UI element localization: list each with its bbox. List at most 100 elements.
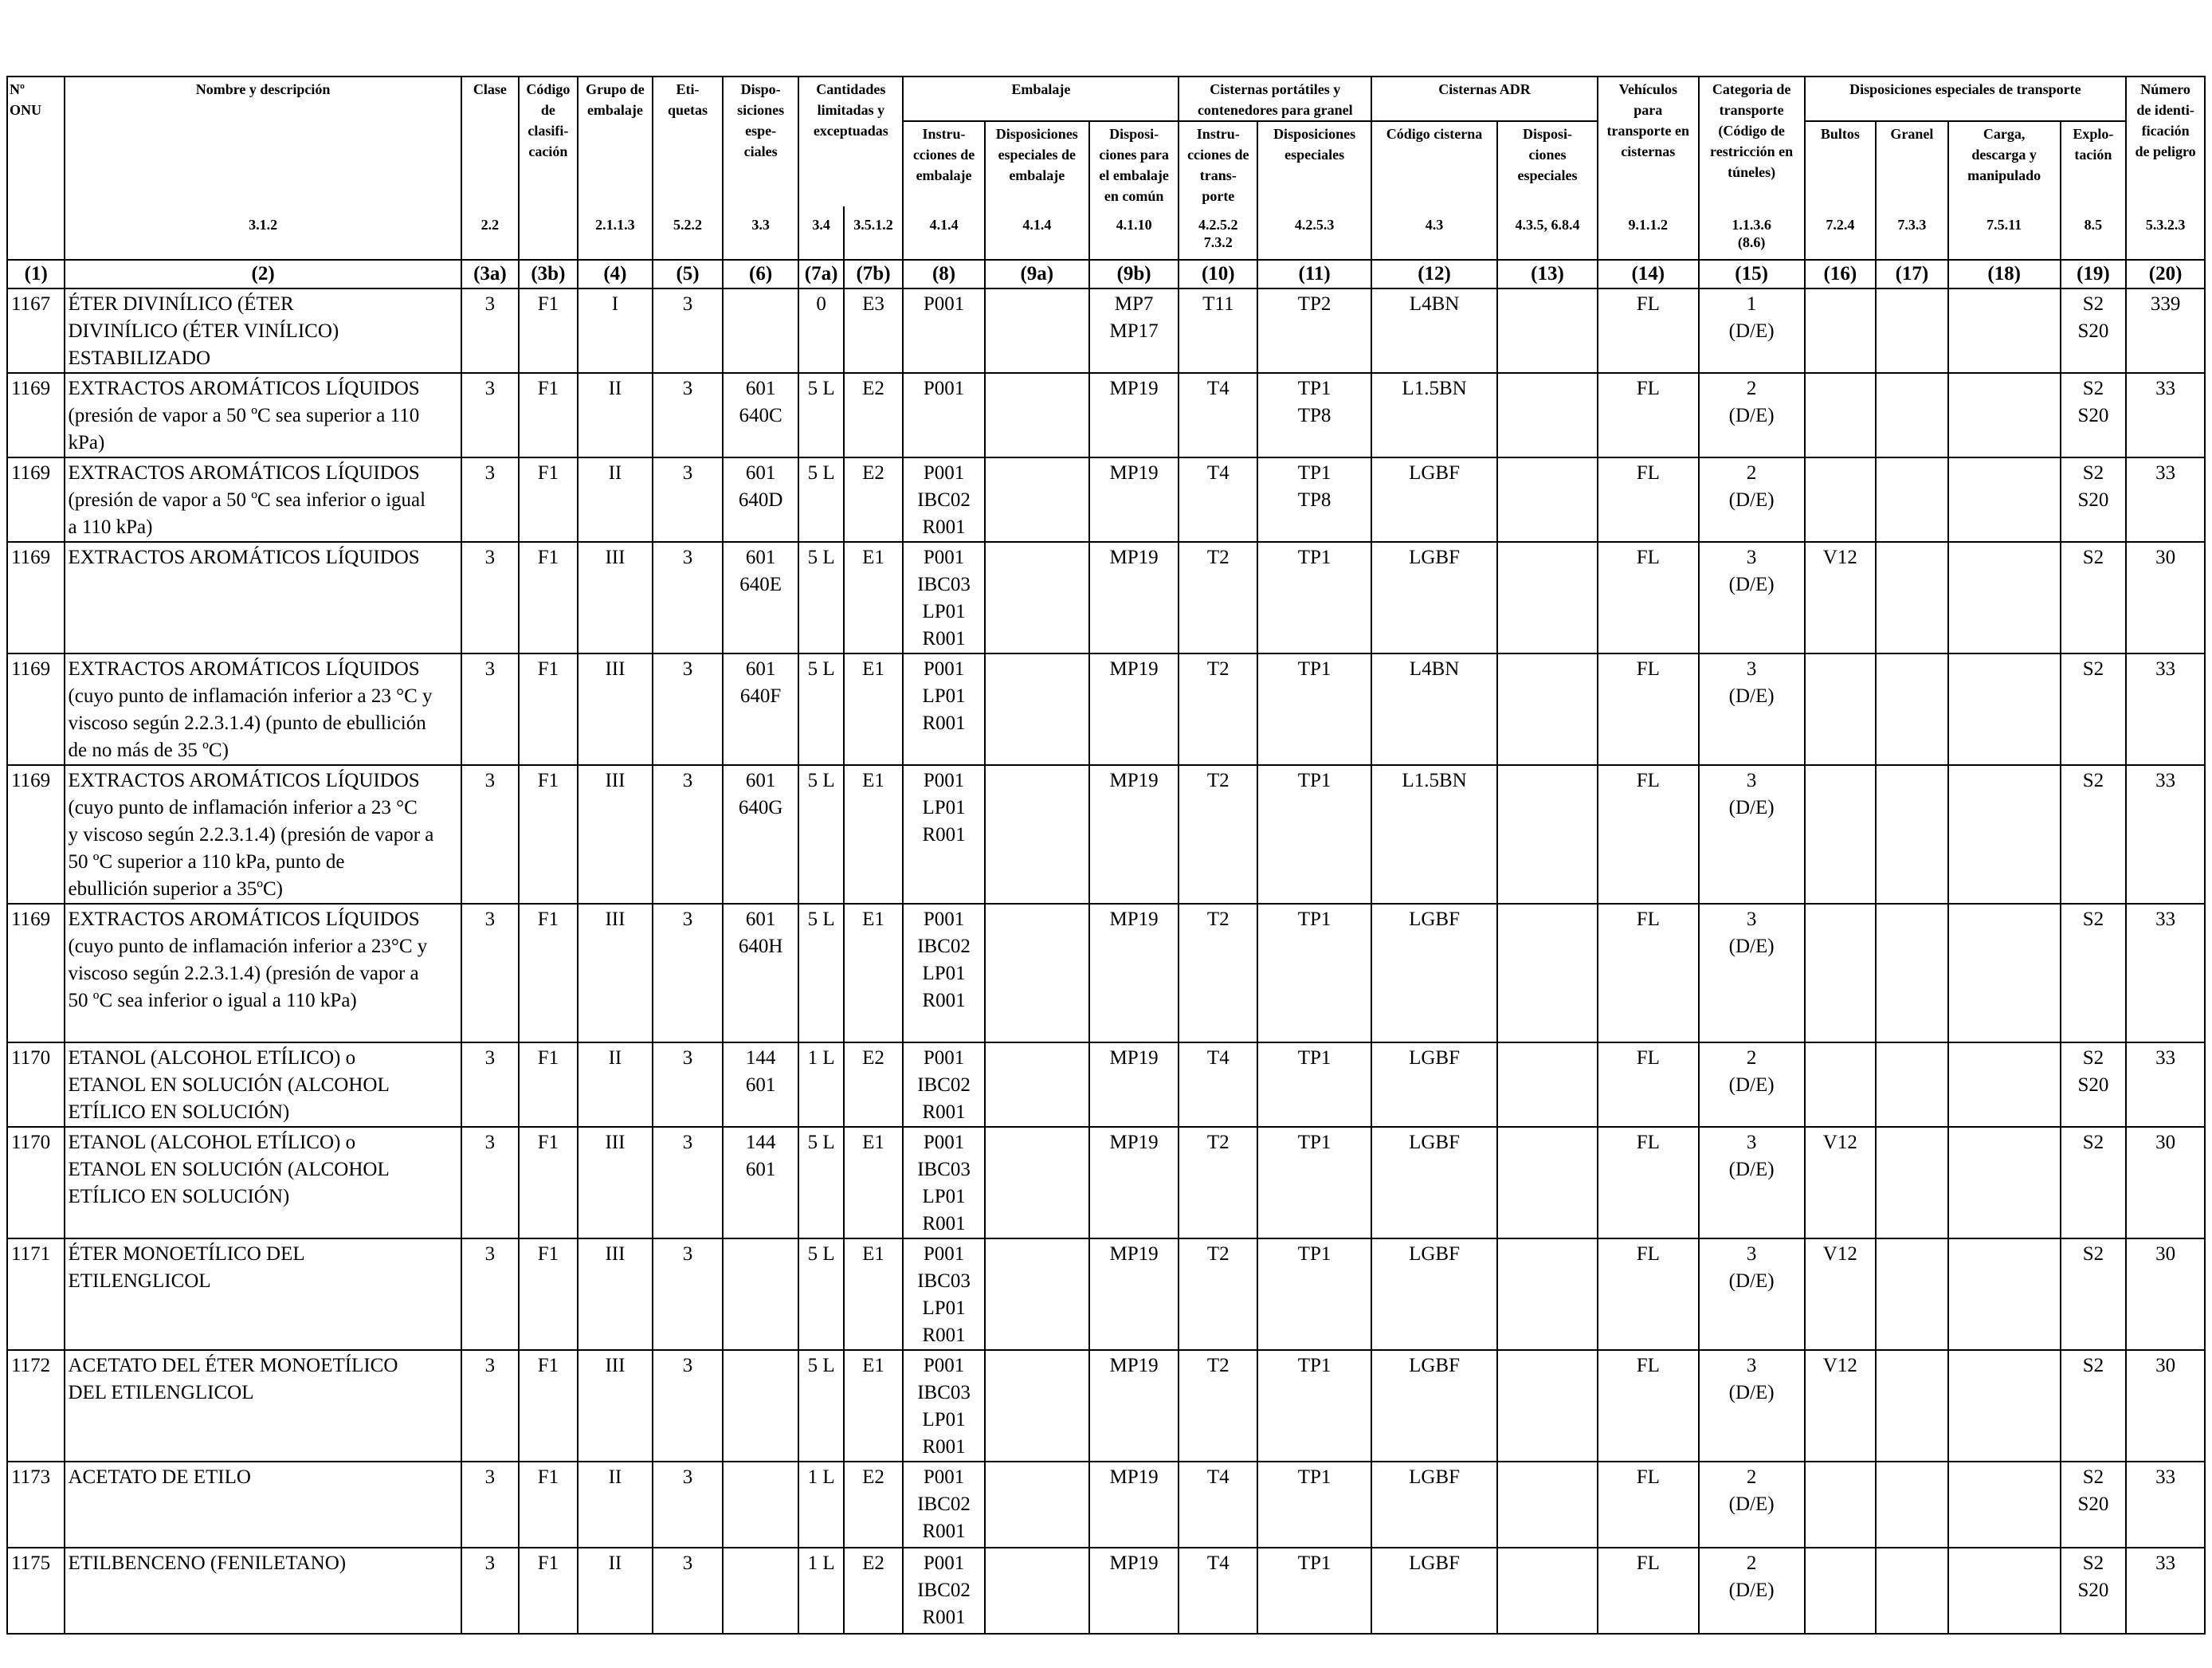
- cell-c17: [1875, 1547, 1949, 1635]
- table-row: 1170 ETANOL (ALCOHOL ETÍLICO) o ETANOL EN…: [6, 1126, 2206, 1239]
- cell-c13: [1496, 1461, 1598, 1548]
- section-ref-cell: 4.3: [1371, 206, 1499, 261]
- cell-c7b: E2: [842, 1547, 904, 1635]
- cell-c2: ETILBENCENO (FENILETANO): [64, 1547, 462, 1635]
- section-ref-cell: 4.2.5.3: [1257, 206, 1373, 261]
- cell-c9a: [983, 903, 1090, 1043]
- cell-c11: TP1: [1257, 541, 1373, 654]
- cell-c3a: 3: [460, 1238, 520, 1351]
- cell-c14: FL: [1596, 1126, 1700, 1239]
- column-number-cell: (2): [64, 259, 462, 289]
- cell-c11: TP1 TP8: [1257, 372, 1373, 458]
- cell-c7a: 5 L: [798, 653, 845, 766]
- cell-c6: 144 601: [721, 1126, 800, 1239]
- cell-c7a: 5 L: [798, 903, 845, 1043]
- cell-c1: 1169: [6, 541, 66, 654]
- cell-c7b: E1: [842, 653, 904, 766]
- cell-c18: [1947, 764, 2061, 905]
- cell-c7a: 5 L: [798, 541, 845, 654]
- cell-c13: [1496, 1349, 1598, 1462]
- adr-dangerous-goods-table: Nº ONU Nombre y descripción Clase Código…: [6, 76, 2206, 1635]
- cell-c4: II: [576, 1547, 654, 1635]
- cell-c9b: MP19: [1088, 1461, 1180, 1548]
- cell-c9b: MP19: [1088, 903, 1180, 1043]
- section-ref-cell: 4.1.4: [983, 206, 1090, 261]
- cell-c12: L4BN: [1371, 653, 1499, 766]
- cell-c16: [1803, 1461, 1877, 1548]
- cell-c3a: 3: [460, 1461, 520, 1548]
- cell-c4: II: [576, 372, 654, 458]
- column-number-cell: (14): [1596, 259, 1700, 289]
- cell-c19: S2 S20: [2059, 1042, 2128, 1128]
- cell-c1: 1169: [6, 903, 66, 1043]
- column-number-cell: (20): [2125, 259, 2206, 289]
- cell-c12: L4BN: [1371, 288, 1499, 374]
- cell-c8: P001 IBC03 LP01 R001: [902, 1238, 986, 1351]
- header-granel: Granel: [1875, 121, 1949, 206]
- section-ref-cell: 3.3: [721, 206, 800, 261]
- cell-c3a: 3: [460, 1126, 520, 1239]
- cell-c16: [1803, 1547, 1877, 1635]
- cell-c12: LGBF: [1371, 1349, 1499, 1462]
- cell-c7a: 5 L: [798, 372, 845, 458]
- cell-c20: 33: [2125, 653, 2206, 766]
- cell-c13: [1496, 541, 1598, 654]
- cell-c10: T4: [1178, 457, 1259, 543]
- cell-c2: ACETATO DE ETILO: [64, 1461, 462, 1548]
- cell-c15: 2 (D/E): [1697, 457, 1806, 543]
- cell-c11: TP1: [1257, 1547, 1373, 1635]
- cell-c20: 33: [2125, 1461, 2206, 1548]
- cell-c9a: [983, 1461, 1090, 1548]
- cell-c3b: F1: [518, 653, 578, 766]
- cell-c6: [721, 1547, 800, 1635]
- cell-c19: S2: [2059, 764, 2128, 905]
- header-etiquetas: Eti- quetas: [652, 76, 724, 206]
- cell-c7a: 1 L: [798, 1547, 845, 1635]
- cell-c15: 1 (D/E): [1697, 288, 1806, 374]
- cell-c9b: MP19: [1088, 372, 1180, 458]
- cell-c9b: MP7 MP17: [1088, 288, 1180, 374]
- cell-c11: TP1: [1257, 1042, 1373, 1128]
- section-ref-cell: 5.3.2.3: [2125, 206, 2206, 261]
- cell-c4: I: [576, 288, 654, 374]
- cell-c3a: 3: [460, 653, 520, 766]
- cell-c12: L1.5BN: [1371, 764, 1499, 905]
- cell-c7b: E1: [842, 764, 904, 905]
- cell-c16: [1803, 653, 1877, 766]
- cell-c3b: F1: [518, 1042, 578, 1128]
- header-codigo: Código de clasifi- cación: [518, 76, 578, 206]
- header-clase: Clase: [460, 76, 520, 206]
- column-number-cell: (12): [1371, 259, 1499, 289]
- column-number-cell: (17): [1875, 259, 1949, 289]
- cell-c11: TP2: [1257, 288, 1373, 374]
- header-vehiculos: Vehículos para transporte en cisternas: [1596, 76, 1700, 206]
- cell-c12: LGBF: [1371, 903, 1499, 1043]
- column-number-cell: (8): [902, 259, 986, 289]
- section-ref-cell: 7.2.4: [1803, 206, 1877, 261]
- cell-c16: [1803, 764, 1877, 905]
- cell-c11: TP1: [1257, 1461, 1373, 1548]
- table-row: 1169 EXTRACTOS AROMÁTICOS LÍQUIDOS (cuyo …: [6, 903, 2206, 1043]
- cell-c1: 1169: [6, 653, 66, 766]
- cell-c15: 3 (D/E): [1697, 764, 1806, 905]
- cell-c5: 3: [652, 903, 724, 1043]
- cell-c19: S2 S20: [2059, 372, 2128, 458]
- cell-c11: TP1: [1257, 903, 1373, 1043]
- cell-c17: [1875, 1349, 1949, 1462]
- cell-c18: [1947, 1349, 2061, 1462]
- cell-c14: FL: [1596, 457, 1700, 543]
- cell-c9a: [983, 372, 1090, 458]
- section-ref-cell: 9.1.1.2: [1596, 206, 1700, 261]
- cell-c8: P001 IBC03 LP01 R001: [902, 541, 986, 654]
- cell-c17: [1875, 541, 1949, 654]
- cell-c2: ÉTER MONOETÍLICO DEL ETILENGLICOL: [64, 1238, 462, 1351]
- cell-c6: 601 640F: [721, 653, 800, 766]
- cell-c16: V12: [1803, 1126, 1877, 1239]
- cell-c2: EXTRACTOS AROMÁTICOS LÍQUIDOS (cuyo punt…: [64, 903, 462, 1043]
- cell-c4: III: [576, 1126, 654, 1239]
- column-number-cell: (9b): [1088, 259, 1180, 289]
- cell-c15: 3 (D/E): [1697, 1238, 1806, 1351]
- cell-c7b: E2: [842, 1042, 904, 1128]
- cell-c13: [1496, 764, 1598, 905]
- cell-c12: LGBF: [1371, 1238, 1499, 1351]
